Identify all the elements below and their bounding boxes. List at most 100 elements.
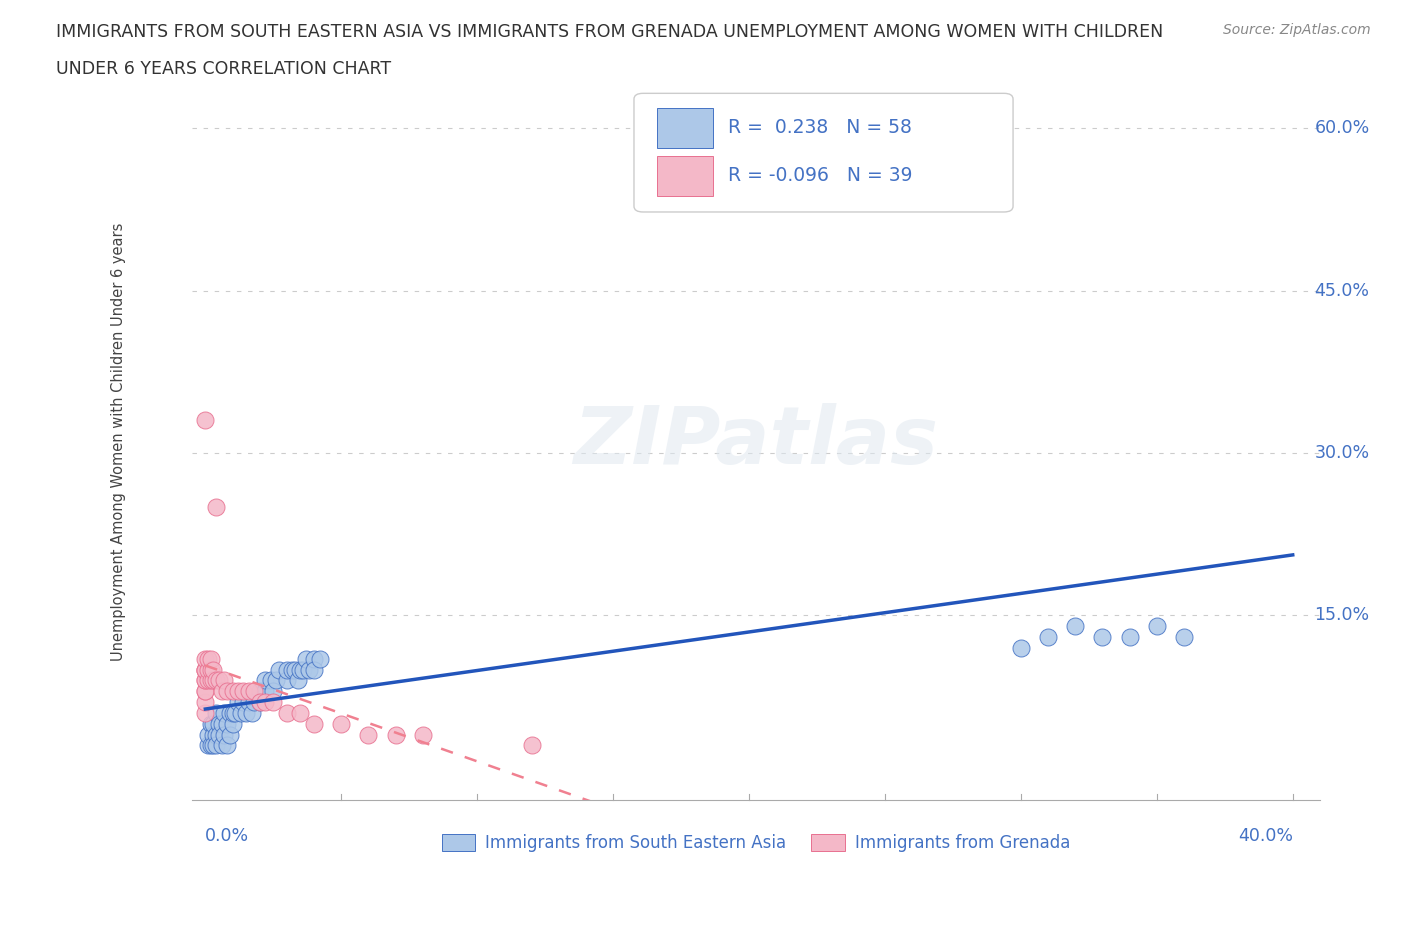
Point [1010, 641, 1032, 656]
Point [205, 706, 228, 721]
Point [232, 695, 254, 710]
Point [302, 662, 325, 677]
Point [214, 727, 236, 742]
Point [276, 662, 298, 677]
Point [194, 413, 217, 428]
Point [217, 684, 239, 698]
Point [197, 651, 219, 666]
Point [243, 684, 266, 698]
Point [218, 706, 240, 721]
Point [1091, 630, 1114, 644]
Point [520, 737, 543, 752]
Point [820, 121, 842, 136]
Point [200, 651, 222, 666]
Point [205, 737, 228, 752]
Point [290, 662, 312, 677]
Text: ZIPatlas: ZIPatlas [574, 403, 938, 481]
Point [194, 673, 217, 688]
Point [194, 706, 217, 721]
Point [200, 662, 222, 677]
Point [384, 727, 406, 742]
Text: Unemployment Among Women with Children Under 6 years: Unemployment Among Women with Children U… [111, 223, 127, 661]
Point [205, 499, 228, 514]
Point [243, 695, 266, 710]
Point [412, 727, 434, 742]
Point [330, 716, 353, 731]
Point [238, 695, 260, 710]
Text: 30.0%: 30.0% [1315, 444, 1369, 462]
Point [226, 695, 249, 710]
Point [211, 684, 233, 698]
Point [194, 651, 217, 666]
Point [218, 727, 240, 742]
Point [200, 716, 222, 731]
Point [221, 706, 243, 721]
Point [221, 684, 243, 698]
Point [284, 662, 307, 677]
Point [249, 684, 271, 698]
Point [1036, 630, 1059, 644]
Point [205, 673, 228, 688]
Point [194, 662, 217, 677]
Point [276, 673, 298, 688]
Point [202, 716, 225, 731]
Text: R = -0.096   N = 39: R = -0.096 N = 39 [728, 166, 912, 185]
Point [262, 695, 284, 710]
Bar [657, 108, 713, 148]
Point [200, 737, 222, 752]
Text: 45.0%: 45.0% [1315, 282, 1369, 299]
Point [232, 684, 254, 698]
Point [249, 695, 271, 710]
Point [287, 673, 309, 688]
Point [208, 727, 231, 742]
Text: IMMIGRANTS FROM SOUTH EASTERN ASIA VS IMMIGRANTS FROM GRENADA UNEMPLOYMENT AMONG: IMMIGRANTS FROM SOUTH EASTERN ASIA VS IM… [56, 23, 1164, 41]
Text: R =  0.238   N = 58: R = 0.238 N = 58 [728, 118, 911, 137]
Point [202, 737, 225, 752]
Point [197, 673, 219, 688]
Point [194, 684, 217, 698]
Point [308, 651, 330, 666]
Point [221, 716, 243, 731]
Point [290, 706, 312, 721]
Text: UNDER 6 YEARS CORRELATION CHART: UNDER 6 YEARS CORRELATION CHART [56, 60, 391, 78]
FancyBboxPatch shape [634, 93, 1014, 212]
Point [254, 695, 277, 710]
Point [208, 716, 231, 731]
Point [302, 651, 325, 666]
Point [197, 662, 219, 677]
Point [229, 706, 252, 721]
Text: 40.0%: 40.0% [1237, 827, 1292, 844]
Point [214, 706, 236, 721]
Point [249, 695, 271, 710]
Point [202, 662, 225, 677]
Point [211, 737, 233, 752]
Point [254, 673, 277, 688]
Point [202, 673, 225, 688]
Point [194, 662, 217, 677]
Point [264, 673, 287, 688]
Text: 0.0%: 0.0% [205, 827, 249, 844]
Point [197, 737, 219, 752]
Point [298, 662, 321, 677]
Point [217, 737, 239, 752]
Point [1118, 630, 1140, 644]
Text: 15.0%: 15.0% [1315, 606, 1369, 624]
Point [1064, 618, 1087, 633]
Point [214, 673, 236, 688]
Point [1146, 618, 1168, 633]
Text: 60.0%: 60.0% [1315, 119, 1369, 137]
Point [259, 673, 281, 688]
Point [262, 684, 284, 698]
Point [208, 673, 231, 688]
Point [357, 727, 380, 742]
Point [281, 662, 304, 677]
Point [211, 716, 233, 731]
Point [295, 651, 318, 666]
Point [1173, 630, 1195, 644]
Point [194, 684, 217, 698]
Bar [657, 156, 713, 195]
Point [292, 662, 315, 677]
Point [254, 684, 277, 698]
Text: Source: ZipAtlas.com: Source: ZipAtlas.com [1223, 23, 1371, 37]
Point [194, 673, 217, 688]
